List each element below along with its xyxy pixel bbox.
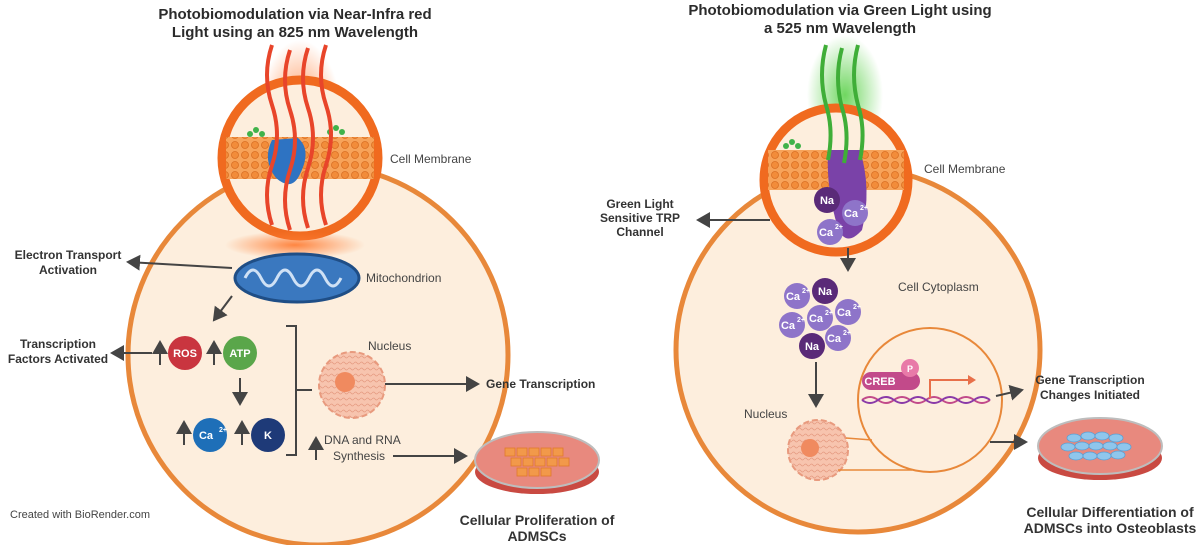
left-petri-cells xyxy=(504,447,570,477)
green-light-beams xyxy=(820,44,865,164)
membrane-calcium-ion-2 xyxy=(817,219,843,245)
mitochondrion-glow xyxy=(225,231,365,259)
cluster-na2-label: Na xyxy=(805,341,820,353)
gene-changes-arrow xyxy=(995,384,1024,401)
electron-transport-arrow xyxy=(126,254,233,271)
membrane-ca1-label: Ca xyxy=(844,208,859,220)
phosphate-label: P xyxy=(907,364,913,374)
electron-transport-line2: Activation xyxy=(39,263,97,277)
cluster-ca2-sup: 2+ xyxy=(797,317,805,324)
gene-zoom-circle xyxy=(857,327,1003,473)
atp-label: ATP xyxy=(229,348,250,360)
left-title-line1: Photobiomodulation via Near-Infra red xyxy=(158,6,431,23)
right-title-line2: a 525 nm Wavelength xyxy=(764,20,916,37)
ros-label: ROS xyxy=(173,348,197,360)
membrane-calcium-ion-1 xyxy=(842,200,868,226)
cluster-ca-3 xyxy=(807,305,833,331)
left-outcome-line2: ADMSCs xyxy=(507,528,566,544)
trp-line1: Green Light xyxy=(606,197,673,211)
trp-line3: Channel xyxy=(616,225,663,239)
left-panel: Photobiomodulation via Near-Infra red Li… xyxy=(8,6,615,545)
cluster-ca-2 xyxy=(779,312,805,338)
transcription-line2: Factors Activated xyxy=(8,352,108,366)
cytoplasm-label: Cell Cytoplasm xyxy=(898,280,979,294)
dna-helix xyxy=(861,396,991,404)
mitochondrion-label: Mitochondrion xyxy=(366,271,441,285)
near-infrared-beams xyxy=(265,44,333,231)
mitochondrion xyxy=(233,252,361,304)
cluster-ca2-label: Ca xyxy=(781,320,796,332)
right-title-line1: Photobiomodulation via Green Light using xyxy=(688,2,991,19)
cluster-ca-5 xyxy=(825,325,851,351)
gene-changes-line2: Changes Initiated xyxy=(1040,388,1140,402)
cluster-ca3-sup: 2+ xyxy=(825,310,833,317)
ros-molecule xyxy=(168,336,202,370)
transcription-start-arrowhead xyxy=(968,375,976,385)
cluster-ca4-label: Ca xyxy=(837,307,852,319)
membrane-sodium-ion xyxy=(814,187,840,213)
cluster-ca3-label: Ca xyxy=(809,313,824,325)
atp-molecule xyxy=(223,336,257,370)
mitochondrion-cristae xyxy=(243,268,343,288)
left-cell-membrane-label: Cell Membrane xyxy=(390,152,472,166)
transcription-start-arrow xyxy=(929,379,970,398)
potassium-ion xyxy=(251,418,285,452)
calcium-ion-left xyxy=(193,418,227,452)
membrane-ca2-sup: 2+ xyxy=(835,224,843,231)
creb-label: CREB xyxy=(864,376,895,388)
cluster-ca-1 xyxy=(784,283,810,309)
left-nucleus-label: Nucleus xyxy=(368,339,411,353)
dna-line1: DNA and RNA xyxy=(324,433,401,447)
electron-transport-line1: Electron Transport xyxy=(15,248,122,262)
gene-transcription-label: Gene Transcription xyxy=(486,377,595,391)
ion-cluster: Ca 2+ Na Ca 2+ Ca 2+ Ca 2+ Ca 2+ Na xyxy=(779,278,861,359)
mito-to-ros-arrow xyxy=(212,295,233,322)
gene-changes-line1: Gene Transcription xyxy=(1035,373,1144,387)
cluster-ca-4 xyxy=(835,299,861,325)
cluster-ca5-label: Ca xyxy=(827,333,842,345)
cluster-na1-label: Na xyxy=(818,286,833,298)
right-nucleolus xyxy=(801,439,819,457)
cluster-na-2 xyxy=(799,333,825,359)
left-nucleolus xyxy=(335,372,355,392)
cluster-ca1-label: Ca xyxy=(786,291,801,303)
phosphate-group xyxy=(901,359,919,377)
ca-left-sup: 2+ xyxy=(219,427,227,434)
right-cell-membrane-label: Cell Membrane xyxy=(924,162,1006,176)
ca-left-label: Ca xyxy=(199,430,214,442)
right-glycoproteins xyxy=(783,139,801,149)
membrane-na-label: Na xyxy=(820,195,835,207)
right-outcome-line1: Cellular Differentiation of xyxy=(1026,504,1194,520)
right-outcome-line2: ADMSCs into Osteoblasts xyxy=(1024,520,1197,536)
creb-protein xyxy=(862,372,920,390)
transcription-line1: Transcription xyxy=(20,337,96,351)
trp-line2: Sensitive TRP xyxy=(600,211,680,225)
right-nucleus-label: Nucleus xyxy=(744,407,787,421)
k-label: K xyxy=(264,430,272,442)
zoom-connector-1 xyxy=(845,437,873,441)
membrane-ca2-label: Ca xyxy=(819,227,834,239)
cluster-ca4-sup: 2+ xyxy=(853,304,861,311)
credit-label: Created with BioRender.com xyxy=(10,509,150,521)
left-title-line2: Light using an 825 nm Wavelength xyxy=(172,24,418,41)
cluster-ca1-sup: 2+ xyxy=(802,288,810,295)
cluster-ca5-sup: 2+ xyxy=(843,330,851,337)
dna-line2: Synthesis xyxy=(333,449,385,463)
cluster-na-1 xyxy=(812,278,838,304)
right-petri-cells xyxy=(1060,431,1132,461)
left-outcome-line1: Cellular Proliferation of xyxy=(460,512,615,528)
membrane-ca1-sup: 2+ xyxy=(860,205,868,212)
left-glycoproteins xyxy=(247,125,345,137)
right-panel: Photobiomodulation via Green Light using… xyxy=(600,2,1197,536)
